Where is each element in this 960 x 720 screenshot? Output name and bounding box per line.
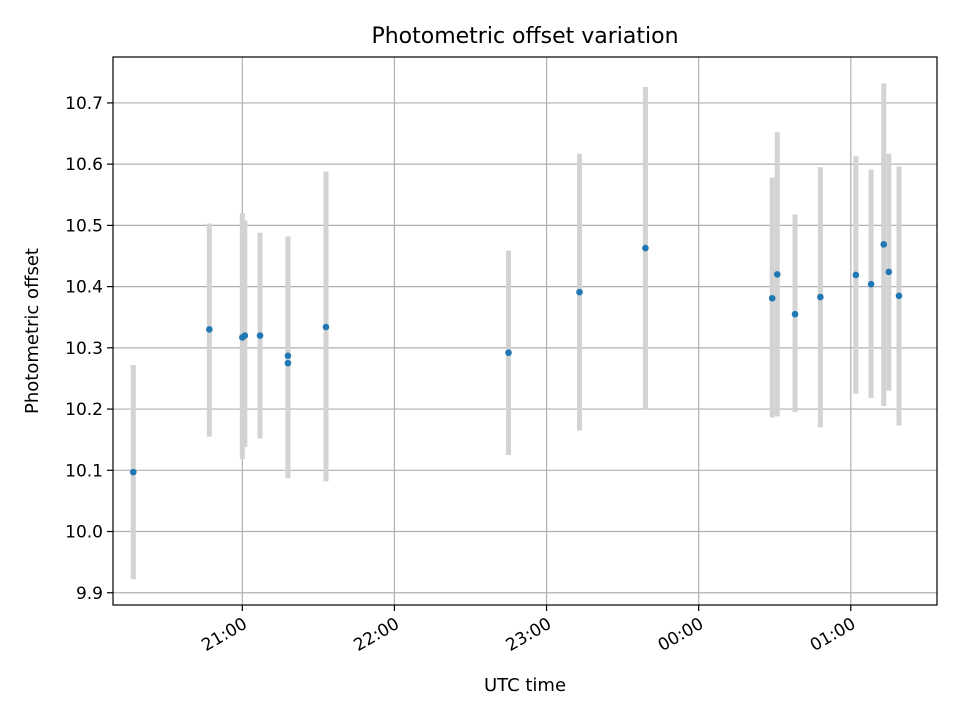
x-axis-label: UTC time [484,675,566,696]
data-point [256,332,264,339]
data-point [284,352,292,360]
y-tick-label: 10.1 [65,461,103,481]
y-tick-label: 10.0 [65,523,103,543]
data-point [880,241,888,248]
y-tick-label: 10.7 [65,94,103,114]
data-point [129,468,137,476]
data-point [642,244,649,252]
y-tick-label: 10.5 [65,216,103,236]
data-point [768,294,776,302]
data-point [241,332,249,339]
y-tick-label: 10.6 [65,155,103,175]
data-point [576,288,583,296]
data-point [895,292,903,300]
data-point [867,280,875,288]
y-tick-label: 10.4 [65,278,103,298]
data-point [817,293,824,301]
grid-layer [113,57,937,605]
y-axis-label: Photometric offset [22,248,43,414]
marker-layer [129,241,903,476]
data-point [791,310,799,318]
data-point [852,271,860,279]
chart-title: Photometric offset variation [371,24,678,49]
y-tick-label: 10.2 [65,400,103,420]
data-point [206,326,213,333]
plot-frame [112,56,938,606]
data-point [284,359,292,367]
data-point [885,268,893,276]
y-tick-label: 10.3 [65,339,103,359]
y-tick-label: 9.9 [76,584,103,604]
data-point [322,323,330,331]
data-point [505,349,512,357]
data-point [773,271,781,278]
